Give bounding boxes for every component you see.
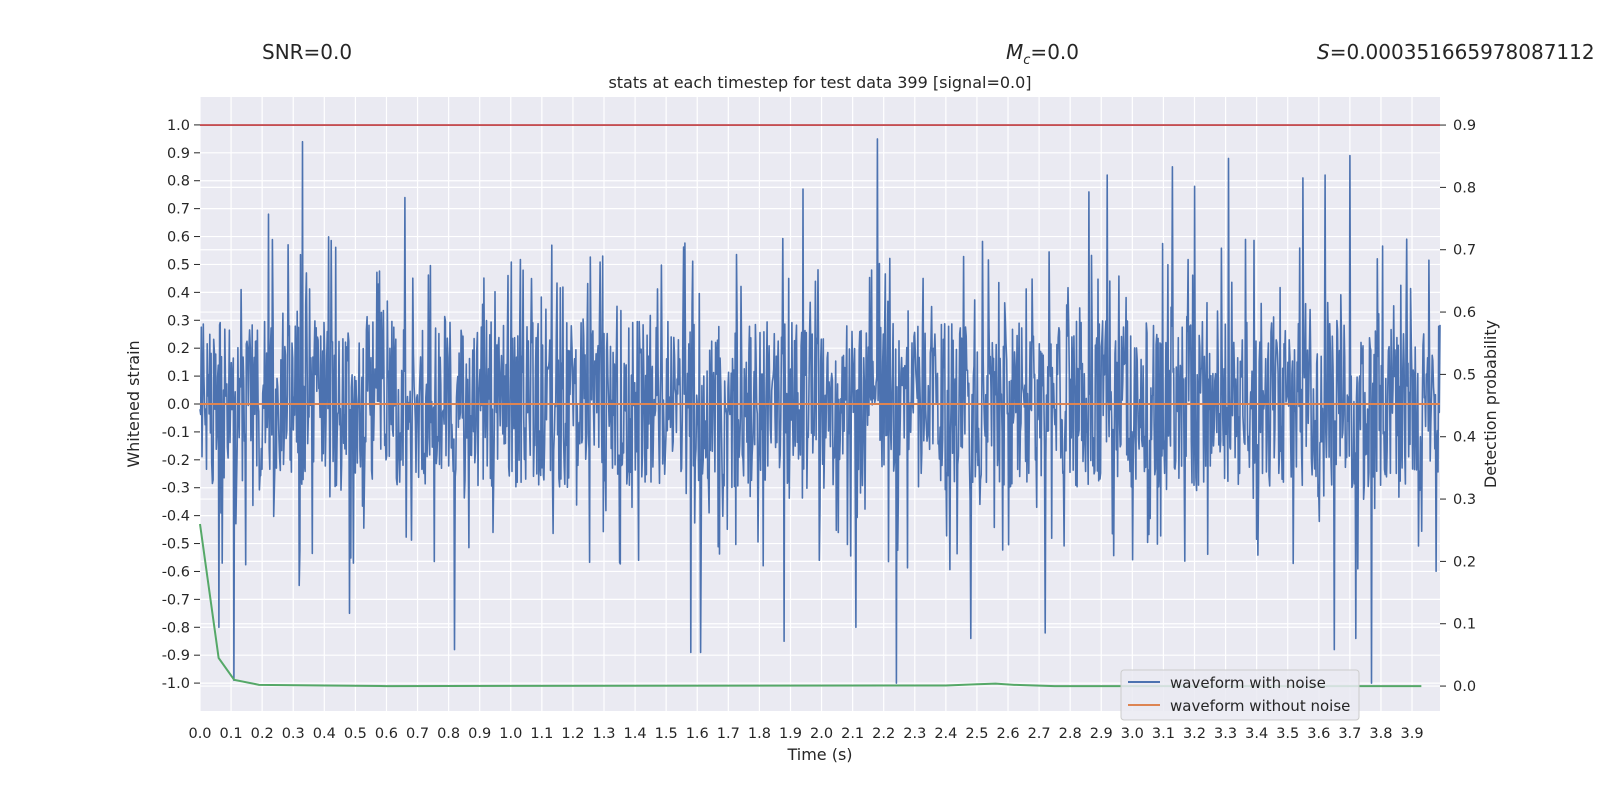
x-tick-label: 0.4 (313, 726, 336, 742)
x-tick-label: 2.6 (996, 726, 1019, 742)
x-tick-label: 2.8 (1059, 726, 1082, 742)
y-tick-label: 0.3 (167, 313, 190, 329)
x-tick-label: 1.8 (748, 726, 771, 742)
x-tick-label: 1.0 (499, 726, 522, 742)
s-annotation: S=0.000351665978087112 (1317, 40, 1595, 64)
y-tick-label: 1.0 (167, 118, 190, 134)
y2-tick-label: 0.2 (1453, 554, 1476, 570)
y2-tick-label: 0.1 (1453, 617, 1476, 633)
y-tick-label: 0.5 (167, 257, 190, 273)
s-value: 0.000351665978087112 (1346, 40, 1595, 64)
y2-tick-label: 0.6 (1453, 305, 1476, 321)
x-axis-label: Time (s) (786, 745, 852, 764)
x-tick-label: 3.9 (1400, 726, 1423, 742)
x-tick-label: 1.7 (717, 726, 740, 742)
y-tick-label: -0.3 (162, 481, 190, 497)
x-tick-label: 2.2 (872, 726, 895, 742)
y2-axis-label: Detection probability (1481, 320, 1500, 488)
x-tick-label: 1.3 (592, 726, 615, 742)
y-tick-label: 0.1 (167, 369, 190, 385)
x-tick-label: 3.0 (1121, 726, 1144, 742)
x-tick-label: 3.4 (1245, 726, 1268, 742)
y-tick-label: -0.7 (162, 592, 190, 608)
x-tick-label: 1.6 (686, 726, 709, 742)
x-tick-label: 3.2 (1183, 726, 1206, 742)
x-tick-label: 2.9 (1090, 726, 1113, 742)
x-tick-label: 0.9 (468, 726, 491, 742)
y-axis-label: Whitened strain (124, 340, 143, 467)
y2-tick-label: 0.0 (1453, 679, 1476, 695)
x-tick-label: 3.5 (1276, 726, 1299, 742)
legend: waveform with noise waveform without noi… (1120, 669, 1360, 721)
y-tick-label: 0.8 (167, 174, 190, 190)
x-tick-label: 2.3 (903, 726, 926, 742)
y-tick-label: -1.0 (162, 676, 190, 692)
x-tick-label: 1.9 (779, 726, 802, 742)
y-tick-label: -0.5 (162, 537, 190, 553)
x-tick-label: 1.1 (530, 726, 553, 742)
y-tick-label: 0.4 (167, 285, 190, 301)
y-tick-label: -0.4 (162, 509, 190, 525)
x-tick-label: 0.7 (406, 726, 429, 742)
x-tick-label: 3.3 (1214, 726, 1237, 742)
y-tick-label: 0.9 (167, 146, 190, 162)
y-tick-label: -0.8 (162, 620, 190, 636)
snr-annotation: SNR=0.0 (262, 40, 352, 64)
series-waveform-with-noise (199, 138, 1441, 684)
x-tick-label: 0.1 (220, 726, 243, 742)
x-tick-label: 1.5 (655, 726, 678, 742)
legend-label-noise: waveform with noise (1170, 674, 1326, 692)
y2-tick-label: 0.7 (1453, 243, 1476, 259)
y-tick-label: 0.7 (167, 202, 190, 218)
x-tick-label: 3.6 (1307, 726, 1330, 742)
y-tick-label: 0.6 (167, 230, 190, 246)
y-tick-label: -0.6 (162, 564, 190, 580)
x-tick-label: 0.5 (344, 726, 367, 742)
legend-box (1120, 669, 1360, 721)
y2-tick-label: 0.4 (1453, 430, 1476, 446)
y2-tick-label: 0.8 (1453, 180, 1476, 196)
x-tick-label: 2.0 (810, 726, 833, 742)
x-tick-label: 2.5 (965, 726, 988, 742)
y2-tick-label: 0.9 (1453, 118, 1476, 134)
snr-label: SNR=0.0 (262, 40, 353, 64)
legend-label-clean: waveform without noise (1170, 697, 1350, 715)
mc-value: 0.0 (1047, 40, 1079, 64)
x-tick-label: 0.3 (282, 726, 305, 742)
y2-tick-label: 0.3 (1453, 492, 1476, 508)
x-tick-label: 1.2 (561, 726, 584, 742)
x-tick-label: 3.8 (1369, 726, 1392, 742)
x-tick-label: 0.0 (188, 726, 211, 742)
y-tick-label: -0.1 (162, 425, 190, 441)
y-tick-label: 0.2 (167, 341, 190, 357)
x-tick-label: 1.4 (624, 726, 647, 742)
x-tick-label: 3.1 (1152, 726, 1175, 742)
x-tick-label: 0.8 (437, 726, 460, 742)
x-tick-label: 2.7 (1028, 726, 1051, 742)
tick-labels: 0.0 0.1 0.2 0.3 0.4 0.5 0.6 0.7 0.8 0.9 1.0 1.1 1.2 1… (162, 118, 1476, 742)
x-tick-label: 2.1 (841, 726, 864, 742)
x-tick-label: 3.7 (1338, 726, 1361, 742)
x-tick-label: 2.4 (934, 726, 957, 742)
y-tick-label: -0.9 (162, 648, 190, 664)
chart-title: stats at each timestep for test data 399… (608, 73, 1031, 92)
y2-tick-label: 0.5 (1453, 367, 1476, 383)
x-tick-label: 0.2 (251, 726, 274, 742)
y-tick-label: -0.2 (162, 453, 190, 469)
mc-annotation: Mc=0.0 (1006, 40, 1079, 68)
x-tick-label: 0.6 (375, 726, 398, 742)
y-tick-label: 0.0 (167, 397, 190, 413)
series-layer (199, 124, 1441, 688)
series-detection-probability (199, 523, 1422, 688)
